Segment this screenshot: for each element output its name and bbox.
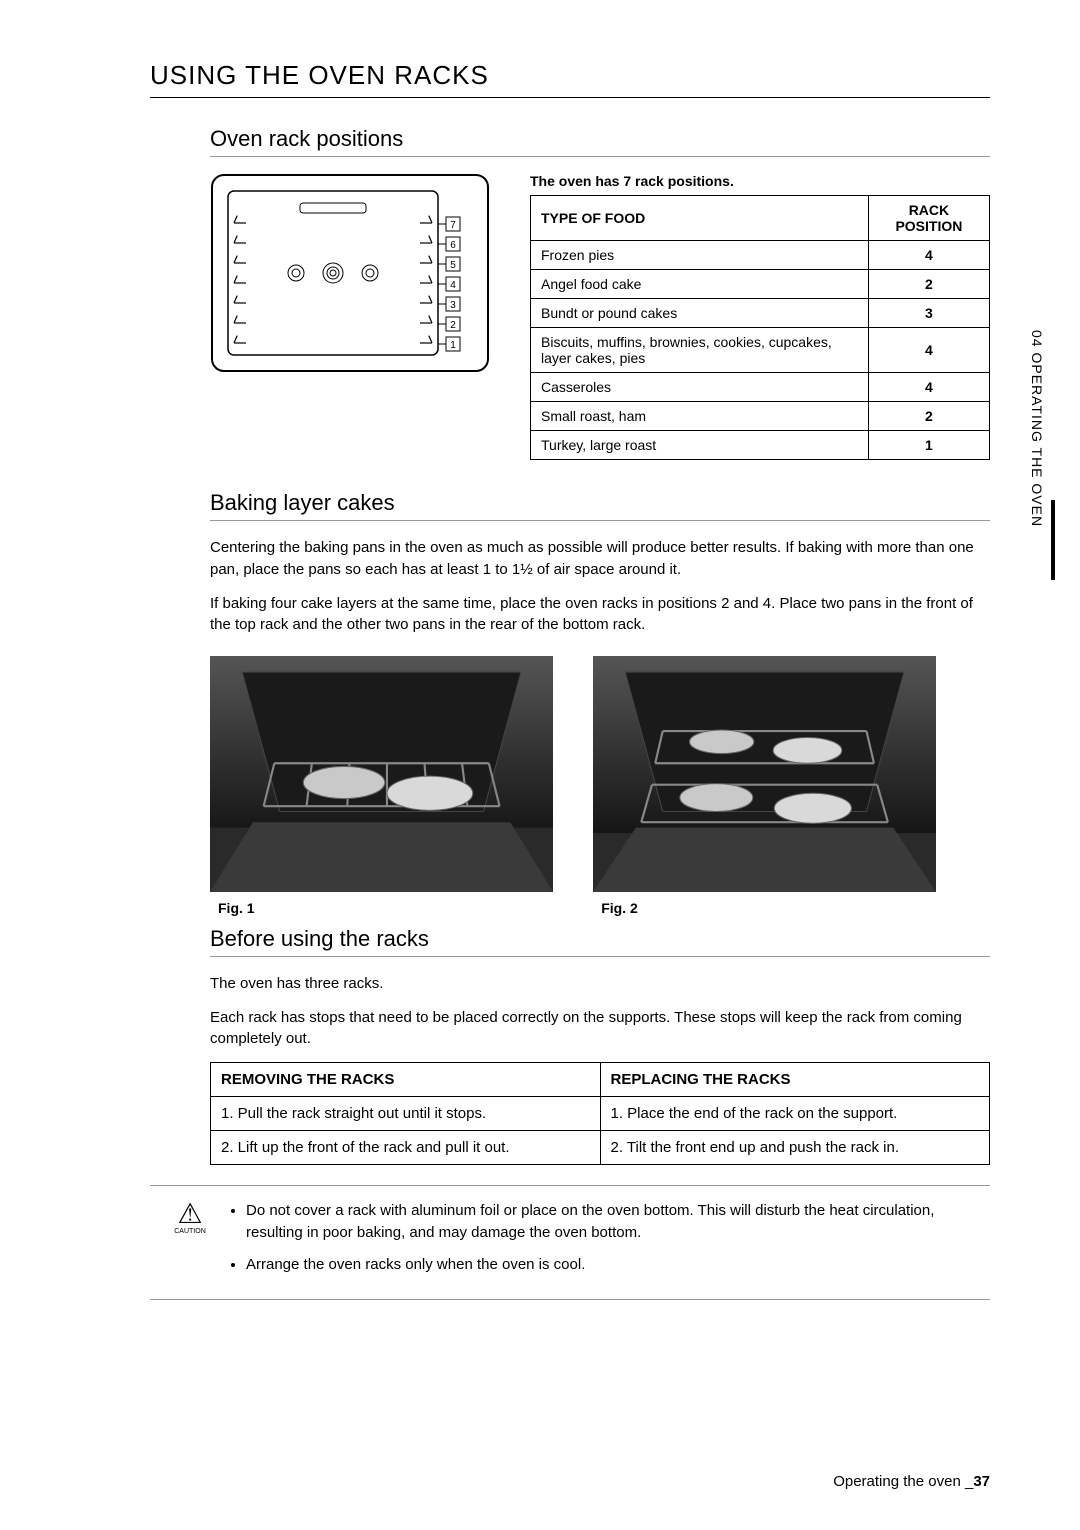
svg-text:6: 6 [450, 240, 456, 251]
fig2-label: Fig. 2 [601, 900, 936, 916]
table-row-food: Casseroles [531, 373, 869, 402]
th-pos: RACK POSITION [868, 196, 989, 241]
cell-remove-1: 1. Pull the rack straight out until it s… [211, 1097, 601, 1131]
figure-1 [210, 656, 553, 892]
table-row-food: Angel food cake [531, 270, 869, 299]
side-tab-bar [1051, 500, 1055, 580]
before-p1: The oven has three racks. [210, 973, 990, 995]
svg-text:4: 4 [450, 280, 456, 291]
th-type: TYPE OF FOOD [531, 196, 869, 241]
rack-position-table: TYPE OF FOOD RACK POSITION Frozen pies4A… [530, 195, 990, 460]
svg-text:2: 2 [450, 320, 456, 331]
th-remove: REMOVING THE RACKS [211, 1063, 601, 1097]
table-row-food: Turkey, large roast [531, 431, 869, 460]
table-row-pos: 3 [868, 299, 989, 328]
section-title: USING THE OVEN RACKS [150, 60, 990, 98]
cell-replace-2: 2. Tilt the front end up and push the ra… [600, 1131, 990, 1165]
svg-text:3: 3 [450, 300, 456, 311]
remove-replace-table: REMOVING THE RACKS REPLACING THE RACKS 1… [210, 1062, 990, 1165]
table-row-food: Biscuits, muffins, brownies, cookies, cu… [531, 328, 869, 373]
caution-li-1: Do not cover a rack with aluminum foil o… [246, 1200, 990, 1244]
svg-text:5: 5 [450, 260, 456, 271]
caution-icon: ⚠ CAUTION [170, 1200, 210, 1236]
baking-p2: If baking four cake layers at the same t… [210, 593, 990, 637]
oven-rack-diagram: 7 6 5 4 3 2 1 [210, 173, 490, 373]
side-tab: 04 OPERATING THE OVEN [1029, 330, 1045, 527]
heading-before: Before using the racks [210, 926, 990, 957]
figure-2 [593, 656, 936, 892]
cell-remove-2: 2. Lift up the front of the rack and pul… [211, 1131, 601, 1165]
baking-p1: Centering the baking pans in the oven as… [210, 537, 990, 581]
heading-baking: Baking layer cakes [210, 490, 990, 521]
table-row-pos: 4 [868, 373, 989, 402]
caution-block: ⚠ CAUTION Do not cover a rack with alumi… [150, 1185, 990, 1300]
table-row-pos: 4 [868, 328, 989, 373]
rack-count-note: The oven has 7 rack positions. [530, 173, 990, 189]
table-row-pos: 2 [868, 270, 989, 299]
heading-rack-positions: Oven rack positions [210, 126, 990, 157]
table-row-food: Frozen pies [531, 241, 869, 270]
svg-text:1: 1 [450, 340, 456, 351]
caution-li-2: Arrange the oven racks only when the ove… [246, 1254, 990, 1276]
before-p2: Each rack has stops that need to be plac… [210, 1007, 990, 1051]
table-row-food: Bundt or pound cakes [531, 299, 869, 328]
table-row-pos: 4 [868, 241, 989, 270]
th-replace: REPLACING THE RACKS [600, 1063, 990, 1097]
fig1-label: Fig. 1 [218, 900, 553, 916]
svg-text:7: 7 [450, 220, 456, 231]
page-footer: Operating the oven _37 [833, 1473, 990, 1490]
cell-replace-1: 1. Place the end of the rack on the supp… [600, 1097, 990, 1131]
table-row-pos: 1 [868, 431, 989, 460]
table-row-food: Small roast, ham [531, 402, 869, 431]
table-row-pos: 2 [868, 402, 989, 431]
